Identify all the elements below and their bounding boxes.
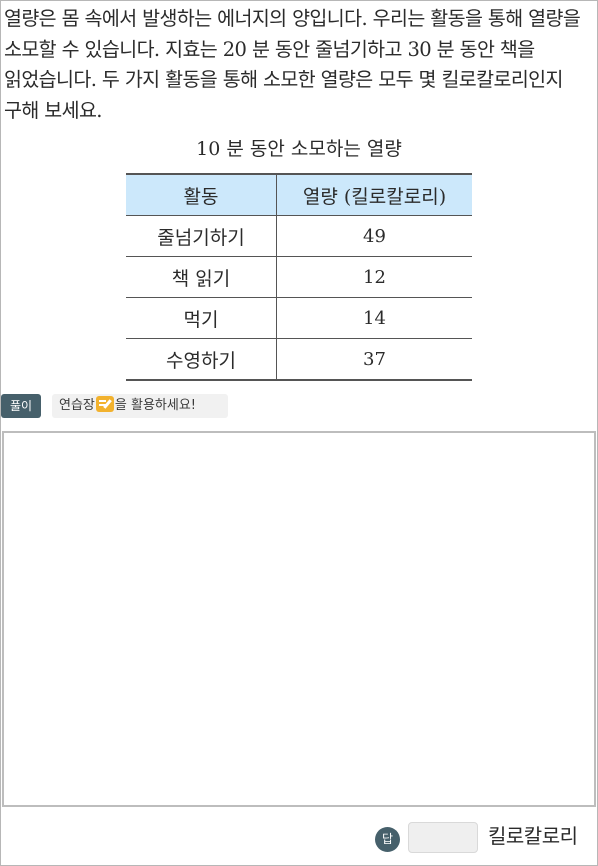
header-calories: 열량 (킬로칼로리): [276, 174, 472, 216]
table-row: 줄넘기하기 49: [126, 215, 472, 257]
practice-hint: 을 활용하세요!: [114, 398, 196, 413]
table-row: 책 읽기 12: [126, 256, 472, 298]
activity-cell: 먹기: [126, 297, 277, 339]
activity-cell: 책 읽기: [126, 256, 277, 298]
table-title: 10 분 동안 소모하는 열량: [196, 138, 402, 160]
memo-pencil-icon: [95, 396, 114, 412]
header-activity: 활동: [126, 174, 277, 216]
calories-cell: 37: [276, 338, 472, 381]
activity-cell: 수영하기: [126, 338, 277, 381]
activity-cell: 줄넘기하기: [126, 215, 277, 257]
table-header-row: 활동 열량 (킬로칼로리): [126, 174, 472, 216]
answer-unit: 킬로칼로리: [488, 824, 578, 848]
calorie-table: 활동 열량 (킬로칼로리) 줄넘기하기 49 책 읽기 12 먹기 14 수영하…: [126, 173, 472, 381]
calories-cell: 12: [276, 256, 472, 298]
table-row: 먹기 14: [126, 297, 472, 339]
table-row: 수영하기 37: [126, 338, 472, 381]
practice-pad-button[interactable]: 연습장 을 활용하세요!: [52, 394, 228, 418]
answer-input[interactable]: [408, 822, 478, 853]
question-text: 열량은 몸 속에서 발생하는 에너지의 양입니다. 우리는 활동을 통해 열량을…: [4, 7, 581, 122]
solution-work-area[interactable]: [2, 431, 596, 807]
answer-badge: 답: [375, 827, 400, 852]
solution-badge: 풀이: [1, 394, 41, 418]
practice-label: 연습장: [59, 398, 95, 413]
calories-cell: 14: [276, 297, 472, 339]
calories-cell: 49: [276, 215, 472, 257]
